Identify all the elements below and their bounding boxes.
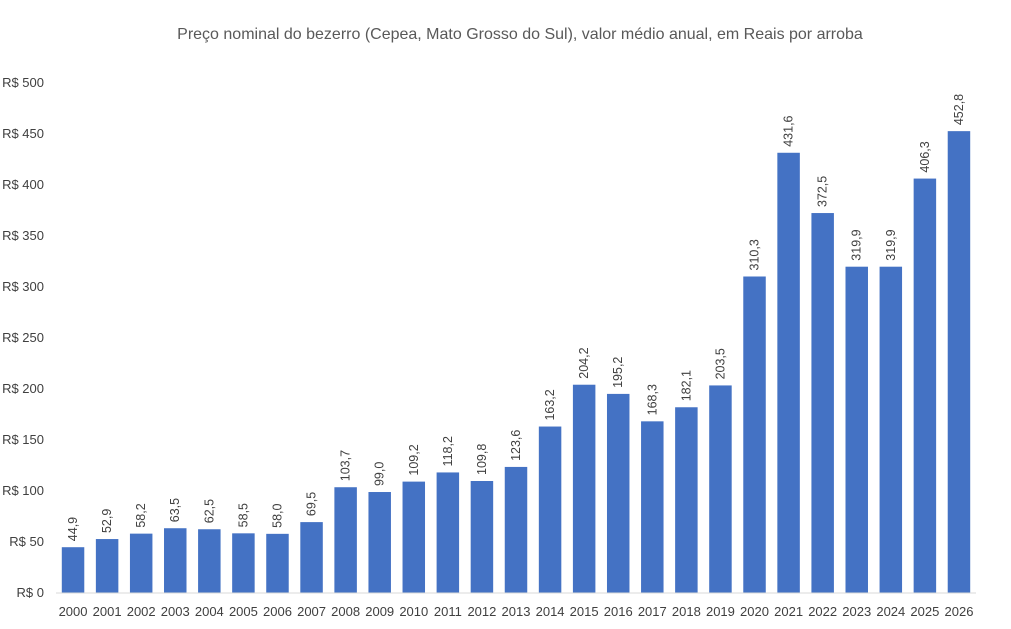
bar-2003 [164, 528, 187, 593]
bar-2017 [641, 421, 664, 593]
x-tick-label: 2005 [229, 604, 258, 619]
bar-2014 [538, 426, 562, 593]
y-tick-label: R$ 450 [2, 126, 44, 141]
y-tick-label: R$ 300 [2, 279, 44, 294]
y-tick-label: R$ 400 [2, 177, 44, 192]
x-tick-label: 2025 [910, 604, 939, 619]
data-label: 168,3 [645, 384, 659, 415]
x-tick-label: 2016 [604, 604, 633, 619]
bar-2006 [266, 533, 289, 593]
bar-2021 [777, 152, 800, 593]
y-axis: R$ 0 R$ 50 R$ 100 R$ 150 R$ 200 R$ 250 R$ 300 R… [2, 75, 44, 600]
bar-2009 [368, 492, 391, 593]
x-tick-label: 2024 [876, 604, 905, 619]
x-tick-label: 2019 [706, 604, 735, 619]
data-label: 103,7 [339, 450, 353, 481]
data-label: 69,5 [305, 492, 319, 516]
x-tick-label: 2011 [434, 604, 462, 619]
x-tick-label: 2017 [638, 604, 667, 619]
data-label: 123,6 [509, 430, 523, 461]
bar-2000 [61, 547, 85, 593]
data-labels: 44,9 52,9 58,2 63,5 62,5 58,5 58,0 69,5 103,7 99,… [66, 94, 966, 541]
x-tick-label: 2022 [808, 604, 837, 619]
bar-2025 [913, 178, 937, 593]
bar-2005 [232, 533, 255, 593]
bar-2020 [743, 276, 766, 593]
data-label: 203,5 [713, 348, 727, 379]
x-tick-label: 2001 [93, 604, 122, 619]
x-tick-label: 2020 [740, 604, 769, 619]
bar-2008 [334, 487, 357, 593]
x-tick-label: 2018 [672, 604, 701, 619]
data-label: 63,5 [168, 498, 182, 522]
x-axis: 2000 2001 2002 2003 2004 2005 2006 2007 2008 2009… [56, 592, 976, 619]
data-label: 163,2 [543, 389, 557, 420]
data-label: 58,5 [236, 503, 250, 527]
data-label: 109,8 [475, 444, 489, 475]
bar-2011 [436, 472, 460, 593]
bar-2010 [402, 481, 426, 593]
x-tick-label: 2004 [195, 604, 224, 619]
chart-title: Preço nominal do bezerro (Cepea, Mato Gr… [177, 26, 863, 43]
data-label: 319,9 [884, 229, 898, 260]
data-label: 58,2 [134, 503, 148, 527]
data-label: 182,1 [679, 370, 693, 401]
data-label: 431,6 [782, 115, 796, 146]
y-tick-label: R$ 500 [2, 75, 44, 90]
bar-2012 [470, 481, 494, 593]
bars [61, 131, 971, 594]
y-tick-label: R$ 200 [2, 381, 44, 396]
y-tick-label: R$ 100 [2, 483, 44, 498]
bar-2016 [606, 393, 630, 593]
data-label: 99,0 [373, 462, 387, 486]
y-tick-label: R$ 0 [17, 585, 44, 600]
x-tick-label: 2000 [59, 604, 88, 619]
x-tick-label: 2013 [502, 604, 531, 619]
bar-2026 [947, 131, 971, 594]
y-tick-label: R$ 150 [2, 432, 44, 447]
data-label: 310,3 [748, 239, 762, 270]
data-label: 204,2 [577, 347, 591, 378]
x-tick-label: 2006 [263, 604, 292, 619]
data-label: 62,5 [202, 499, 216, 523]
x-tick-label: 2012 [467, 604, 496, 619]
bar-2024 [879, 266, 903, 593]
x-tick-label: 2010 [399, 604, 428, 619]
bar-2013 [504, 466, 528, 593]
bar-2015 [572, 384, 596, 593]
x-tick-label: 2002 [127, 604, 156, 619]
data-label: 195,2 [611, 357, 625, 388]
x-tick-label: 2023 [842, 604, 871, 619]
data-label: 58,0 [270, 503, 284, 527]
bar-2022 [811, 213, 834, 594]
x-tick-label: 2015 [570, 604, 599, 619]
data-label: 109,2 [407, 444, 421, 475]
x-tick-label: 2014 [536, 604, 565, 619]
bar-2002 [129, 533, 153, 593]
data-label: 52,9 [100, 509, 114, 533]
data-label: 406,3 [918, 141, 932, 172]
y-tick-label: R$ 350 [2, 228, 44, 243]
bar-2004 [198, 529, 221, 593]
y-tick-label: R$ 50 [9, 534, 44, 549]
x-tick-label: 2021 [774, 604, 803, 619]
bar-2023 [845, 266, 868, 593]
x-tick-label: 2009 [365, 604, 394, 619]
data-label: 44,9 [66, 517, 80, 541]
x-tick-label: 2008 [331, 604, 360, 619]
data-label: 372,5 [816, 176, 830, 207]
bar-2001 [95, 539, 119, 593]
x-tick-label: 2007 [297, 604, 326, 619]
x-tick-label: 2026 [945, 604, 974, 619]
data-label: 452,8 [952, 94, 966, 125]
bar-2019 [709, 385, 732, 593]
x-tick-label: 2003 [161, 604, 190, 619]
data-label: 118,2 [441, 436, 455, 466]
data-label: 319,9 [850, 229, 864, 260]
bar-2018 [675, 407, 698, 593]
y-tick-label: R$ 250 [2, 330, 44, 345]
bar-2007 [300, 522, 323, 593]
